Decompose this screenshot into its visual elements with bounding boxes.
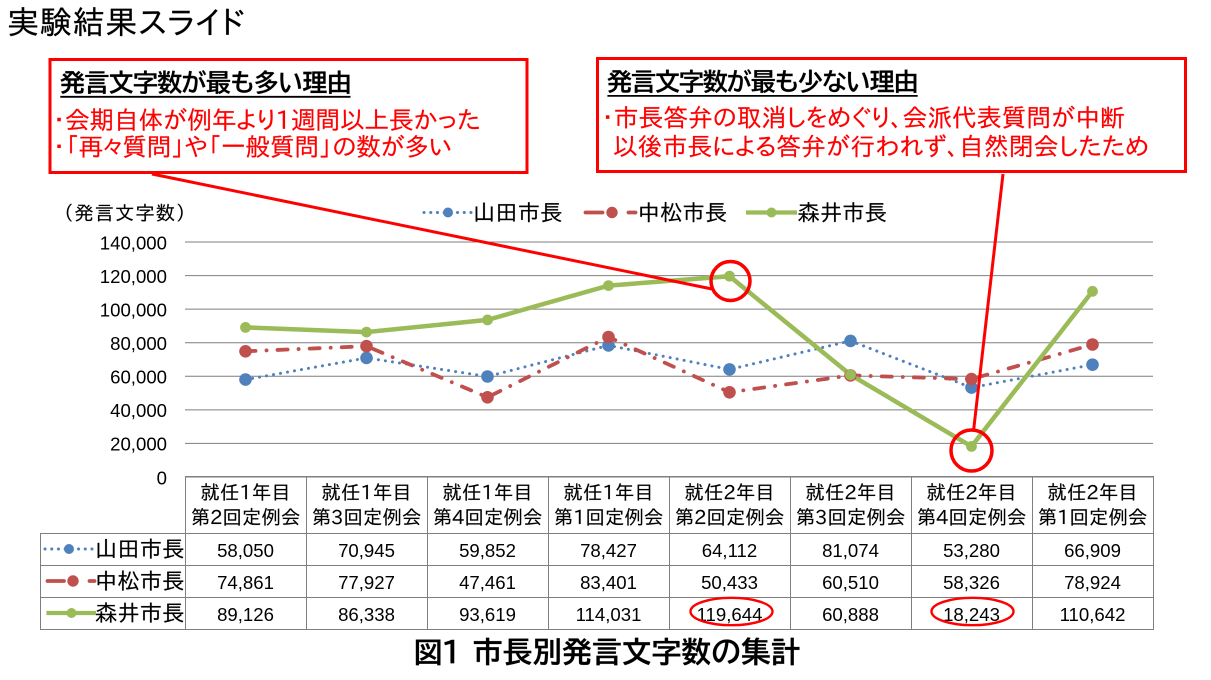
svg-text:120,000: 120,000 [100,266,167,287]
svg-text:114,031: 114,031 [576,604,642,625]
svg-text:70,945: 70,945 [338,540,395,561]
svg-text:18,243: 18,243 [943,604,1000,625]
svg-text:110,642: 110,642 [1060,604,1126,625]
svg-text:78,427: 78,427 [580,540,637,561]
svg-text:0: 0 [157,467,167,488]
svg-text:81,074: 81,074 [822,540,879,561]
svg-text:20,000: 20,000 [110,434,167,455]
svg-text:66,909: 66,909 [1064,540,1121,561]
svg-text:77,927: 77,927 [338,572,395,593]
svg-text:119,644: 119,644 [697,604,763,625]
svg-text:60,000: 60,000 [110,367,167,388]
svg-text:60,888: 60,888 [822,604,879,625]
svg-text:86,338: 86,338 [338,604,395,625]
svg-text:53,280: 53,280 [943,540,1000,561]
svg-text:58,326: 58,326 [943,572,1000,593]
svg-text:83,401: 83,401 [580,572,637,593]
svg-text:100,000: 100,000 [100,299,167,320]
svg-text:93,619: 93,619 [459,604,516,625]
svg-text:74,861: 74,861 [217,572,274,593]
svg-text:59,852: 59,852 [459,540,516,561]
svg-text:140,000: 140,000 [100,232,167,253]
svg-text:47,461: 47,461 [459,572,516,593]
svg-text:50,433: 50,433 [701,572,758,593]
svg-text:80,000: 80,000 [110,333,167,354]
svg-text:64,112: 64,112 [702,540,758,561]
svg-text:89,126: 89,126 [217,604,274,625]
svg-text:60,510: 60,510 [822,572,879,593]
svg-text:58,050: 58,050 [217,540,274,561]
svg-text:78,924: 78,924 [1064,572,1121,593]
svg-text:40,000: 40,000 [110,400,167,421]
